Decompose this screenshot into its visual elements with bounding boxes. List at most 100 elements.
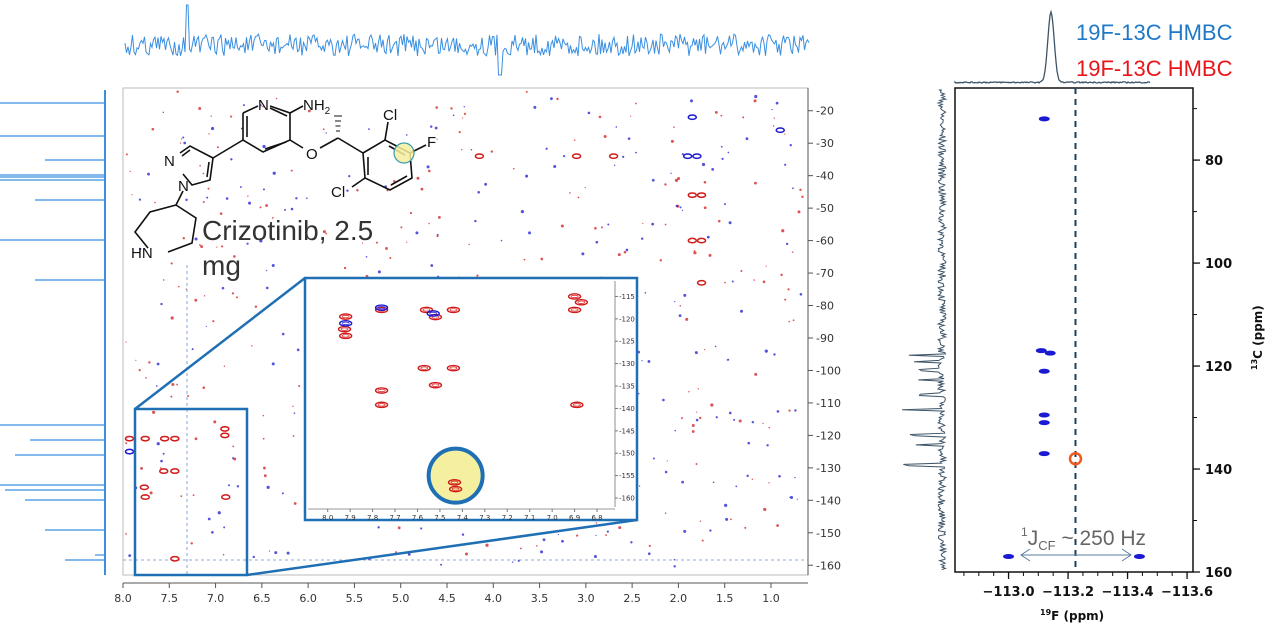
annotation-sub: CF (1038, 538, 1055, 553)
noise-dot (361, 242, 364, 244)
peak-contour (140, 435, 150, 442)
noise-dot (742, 116, 745, 119)
noise-dot (490, 150, 494, 153)
noise-dot (187, 395, 190, 398)
inset-y-tick-label: -140 (619, 405, 635, 413)
noise-dot (794, 476, 796, 479)
noise-dot (540, 550, 544, 554)
noise-dot (785, 242, 789, 246)
inset-x-tick-label: 7.3 (479, 514, 490, 522)
peak-contour (170, 435, 180, 442)
noise-dot (254, 305, 258, 308)
inset-y-tick-label: -160 (619, 495, 635, 503)
noise-dot (236, 485, 240, 488)
fluorine-carbon-highlight (393, 142, 415, 164)
noise-dot (200, 245, 204, 248)
noise-dot (651, 222, 655, 226)
noise-dot (194, 437, 198, 441)
noise-dot (461, 148, 463, 151)
noise-dot (710, 403, 714, 407)
noise-dot (259, 206, 262, 209)
noise-dot (458, 130, 461, 134)
zoom-region-box (133, 407, 249, 577)
noise-dot (697, 388, 699, 390)
noise-dot (407, 552, 411, 556)
noise-dot (635, 151, 637, 154)
noise-dot (691, 423, 695, 427)
x-label-main: F (ppm) (1051, 609, 1104, 623)
noise-dot (745, 137, 749, 141)
noise-dot (216, 246, 218, 248)
noise-dot (139, 247, 142, 251)
noise-dot (207, 517, 211, 521)
noise-dot (283, 208, 286, 211)
noise-dot (788, 320, 791, 323)
right-y-tick-label: 100 (1205, 257, 1232, 272)
inset-peak-contour-inner (449, 308, 458, 312)
noise-dot (647, 552, 651, 556)
y-tick-label: -20 (816, 105, 834, 118)
noise-dot (272, 171, 276, 175)
proton-projection-top (124, 4, 810, 76)
noise-dot (512, 167, 515, 170)
right-y-tick-label: 80 (1205, 154, 1223, 169)
noise-dot (703, 206, 707, 210)
noise-dot (192, 494, 195, 497)
right-y-axis-label: 13C (ppm) (1250, 305, 1265, 370)
inset-peak-contour (448, 485, 463, 493)
noise-dot (664, 512, 667, 514)
noise-dot (784, 133, 786, 135)
noise-dot (222, 553, 225, 556)
inset-peak-contour-inner (451, 487, 460, 491)
peak-contour (687, 114, 698, 121)
hmbc-peak (1038, 451, 1050, 457)
inset-peak-contour (574, 298, 589, 306)
noise-dot (416, 176, 420, 180)
noise-dot (717, 219, 721, 223)
noise-dot (348, 174, 351, 178)
inset-peak-contour (428, 381, 443, 389)
noise-dot (377, 526, 380, 529)
atom-cl-top: Cl (383, 107, 397, 124)
x-tick-label: 4.0 (485, 592, 503, 605)
noise-dot (368, 128, 370, 131)
x-tick-label: 2.0 (670, 592, 688, 605)
noise-dot (156, 385, 158, 387)
noise-dot (202, 172, 205, 175)
noise-dot (295, 197, 298, 200)
noise-dot (691, 430, 695, 433)
noise-dot (231, 292, 235, 295)
noise-dot (208, 133, 210, 135)
noise-dot (210, 115, 212, 117)
hmbc-peak (1038, 412, 1050, 418)
noise-dot (406, 241, 408, 243)
noise-dot (292, 435, 295, 437)
noise-dot (789, 496, 791, 499)
y-tick-label: -120 (816, 429, 841, 442)
inset-peak-contour-inner (341, 315, 350, 319)
noise-dot (773, 117, 775, 119)
right-x-axis-label: 19F (ppm) (1040, 608, 1104, 623)
noise-dot (569, 192, 571, 194)
noise-dot (533, 105, 537, 109)
right-y-tick-label: 120 (1205, 360, 1232, 375)
noise-dot (677, 177, 681, 181)
noise-dot (674, 178, 679, 182)
noise-dot (683, 529, 687, 533)
legend-label-blue: 19F-13C HMBC (1076, 20, 1233, 45)
noise-dot (747, 441, 751, 445)
inset-peak-contour-inner (340, 327, 349, 331)
noise-dot (673, 565, 676, 568)
noise-dot (615, 126, 618, 128)
atom-n-pyridine: N (258, 97, 269, 114)
noise-dot (235, 296, 238, 299)
noise-dot (263, 474, 267, 478)
inset-x-tick-label: 7.0 (547, 514, 558, 522)
inset-y-tick-label: -125 (619, 338, 635, 346)
noise-dot (435, 106, 439, 109)
noise-dot (213, 420, 217, 424)
noise-dot (230, 115, 233, 118)
noise-dot (673, 126, 675, 128)
y-tick-label: -60 (816, 235, 834, 248)
atom-f: F (427, 134, 436, 151)
